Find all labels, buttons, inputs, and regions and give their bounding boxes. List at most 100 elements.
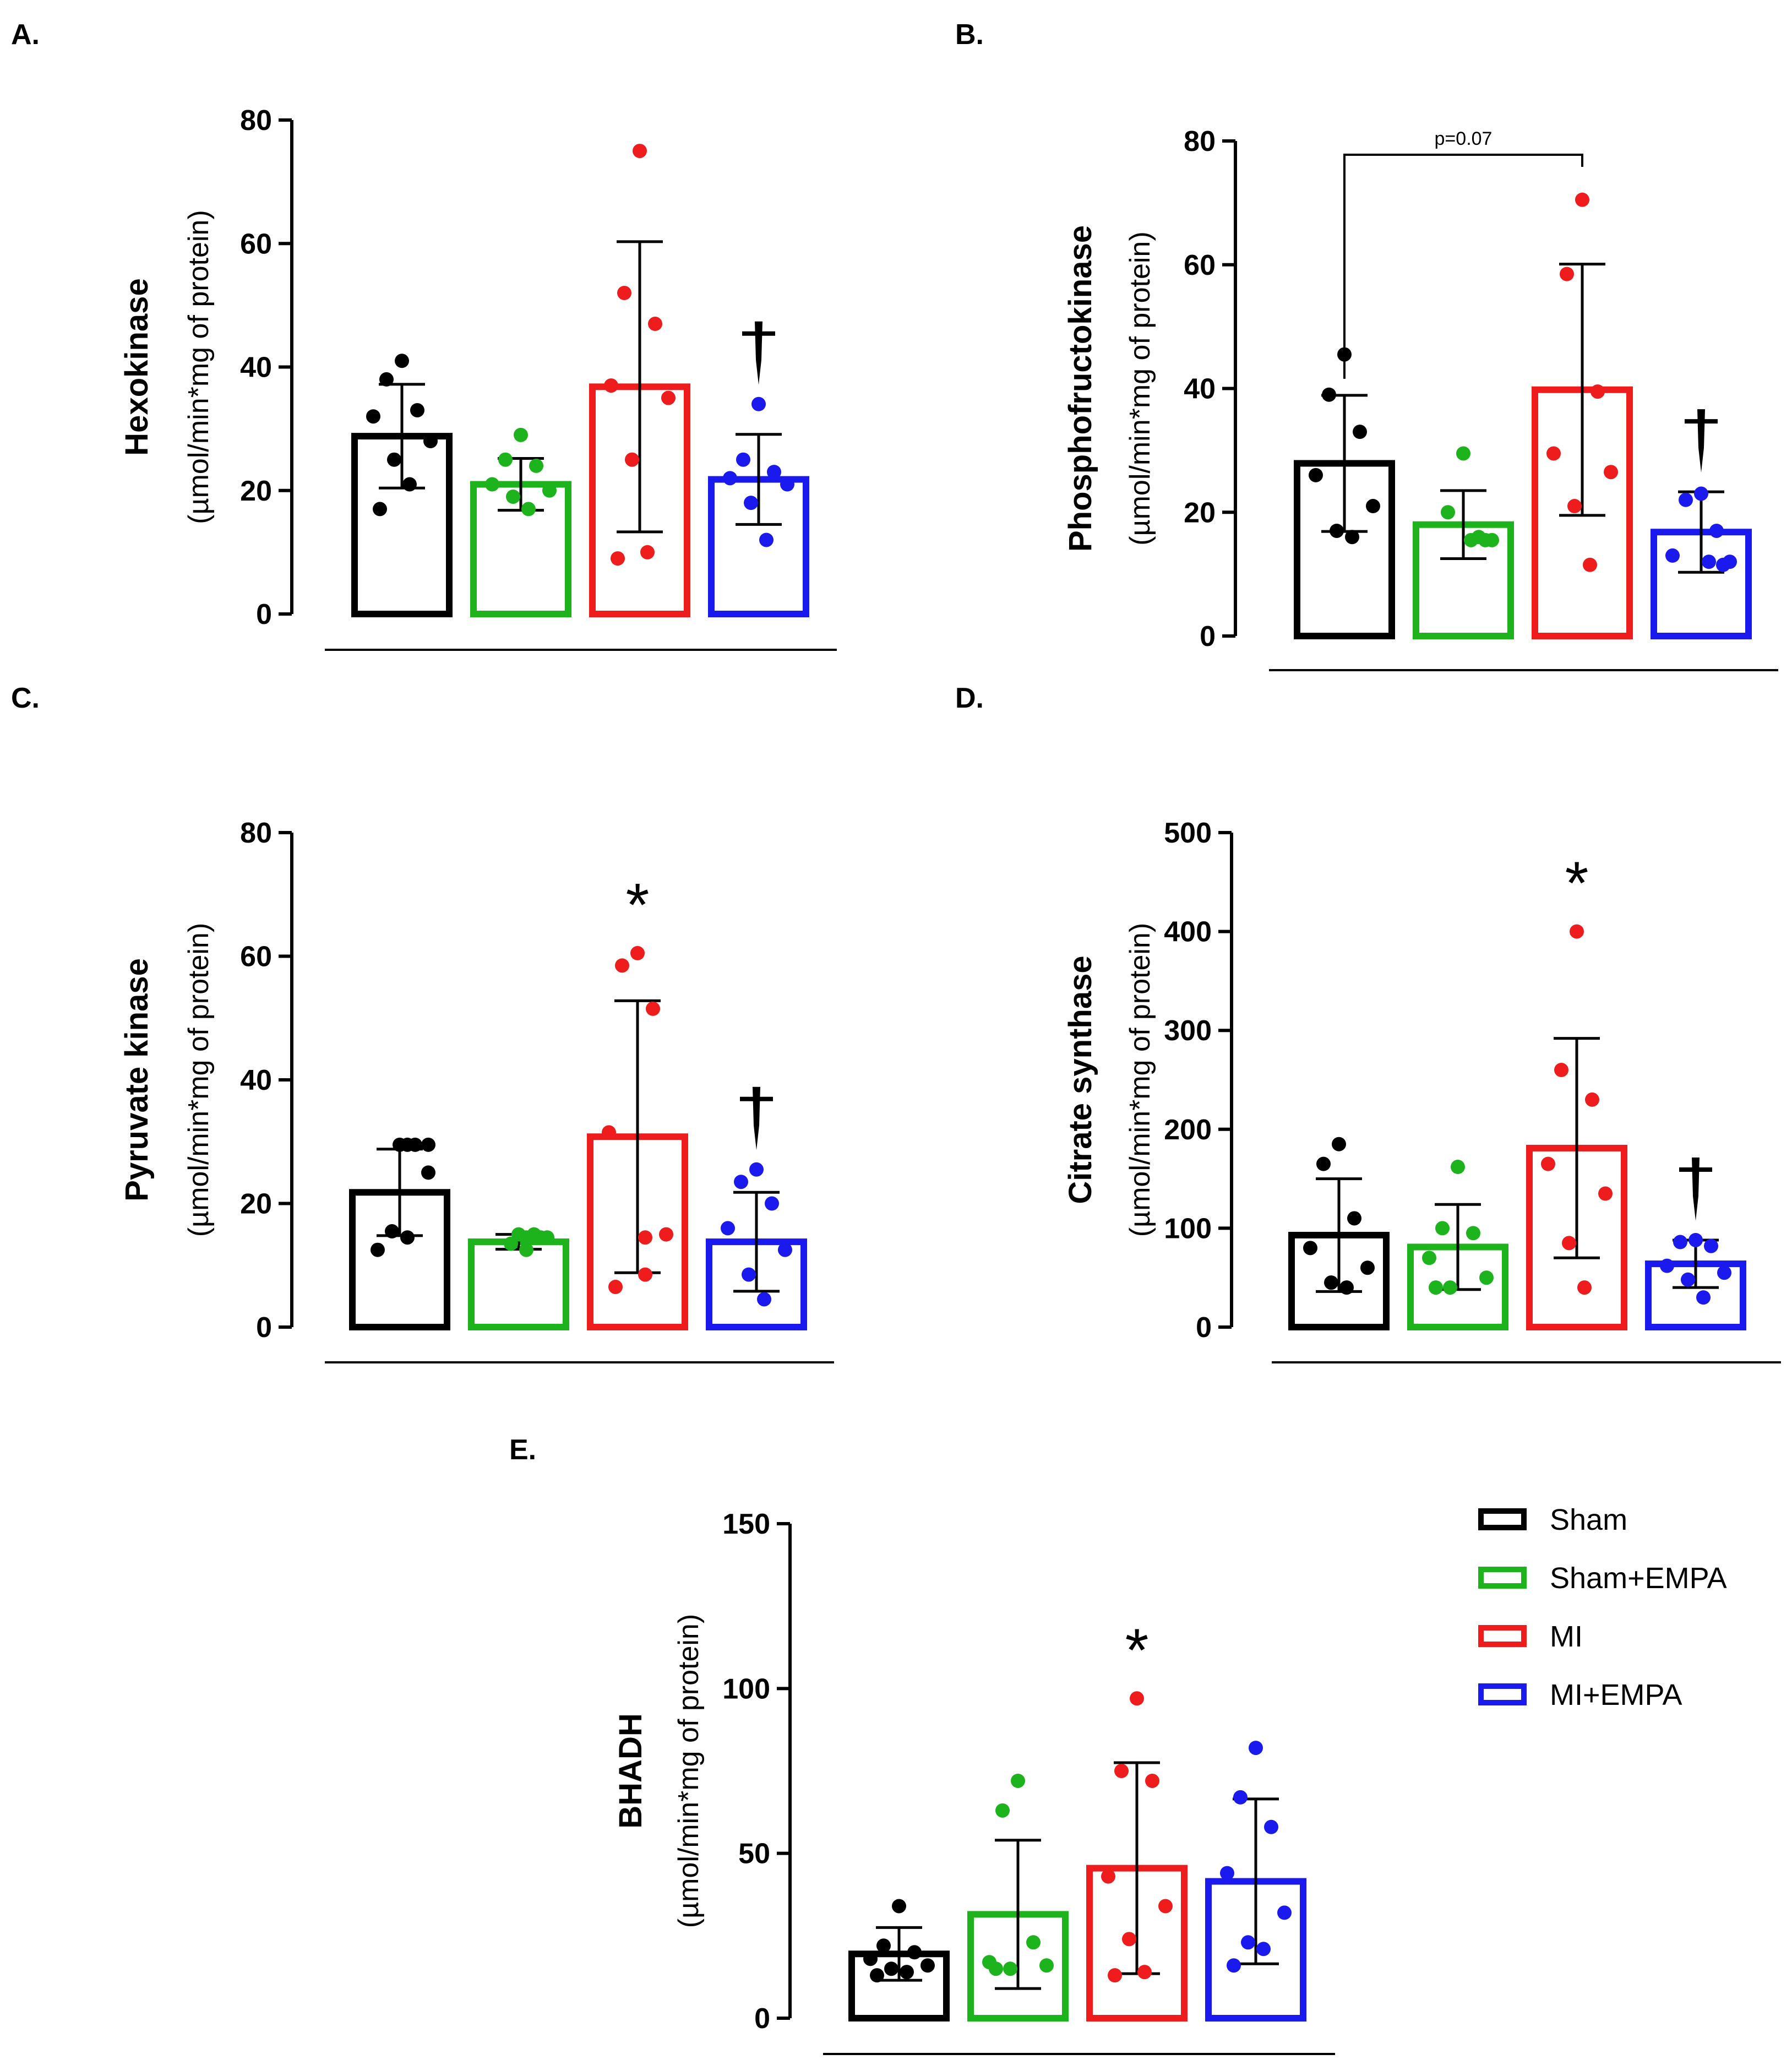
y-tick-label: 0 xyxy=(256,1312,272,1344)
legend-swatch xyxy=(1478,1625,1527,1647)
data-point xyxy=(421,1137,435,1152)
data-point xyxy=(1277,1905,1292,1920)
dagger-mark: † xyxy=(1685,404,1718,473)
y-tick-label: 0 xyxy=(1200,621,1216,653)
data-point xyxy=(1694,486,1708,501)
data-point xyxy=(1554,1063,1568,1078)
chart-panel-e: E. BHADH (µmol/min*mg of protein) 0 50 100 150… xyxy=(509,1434,1335,2055)
data-point xyxy=(1585,1092,1599,1107)
dagger-stem xyxy=(755,321,762,385)
data-point xyxy=(778,1242,792,1257)
data-point xyxy=(734,1175,748,1189)
data-point xyxy=(1324,1275,1338,1290)
legend-label: Sham+EMPA xyxy=(1550,1562,1727,1595)
data-point xyxy=(1158,1899,1173,1914)
data-point xyxy=(744,496,758,510)
data-point xyxy=(604,378,618,393)
data-point xyxy=(1716,557,1730,572)
data-point xyxy=(1702,555,1716,569)
data-point xyxy=(1345,530,1359,545)
data-point xyxy=(863,1952,878,1966)
data-point xyxy=(387,452,401,467)
data-point xyxy=(736,452,750,467)
significance-asterisk: * xyxy=(626,871,650,939)
data-point xyxy=(625,452,639,467)
data-point xyxy=(1249,1741,1263,1756)
y-tick-label: 300 xyxy=(1164,1015,1212,1047)
data-point xyxy=(1679,492,1693,507)
y-tick-label: 40 xyxy=(240,1064,272,1096)
data-point xyxy=(1227,1958,1241,1973)
data-point xyxy=(400,1137,415,1152)
data-point xyxy=(1570,924,1584,939)
y-axis-unit: (µmol/min*mg of protein) xyxy=(183,210,215,524)
panel-label: E. xyxy=(509,1434,536,1466)
y-axis-title: Pyruvate kinase xyxy=(119,958,155,1202)
data-point xyxy=(1577,1280,1592,1295)
data-point xyxy=(421,1165,435,1180)
data-point xyxy=(892,1899,906,1914)
data-point xyxy=(385,1224,399,1239)
data-point xyxy=(661,390,676,405)
y-tick-label: 20 xyxy=(240,475,272,507)
chart-panel-b: B. Phosphofructokinase (µmol/min*mg of pro… xyxy=(955,19,1778,671)
data-point xyxy=(1330,523,1344,538)
data-point xyxy=(1303,1241,1317,1256)
y-tick-label: 50 xyxy=(738,1838,770,1870)
data-point xyxy=(1560,267,1574,281)
y-tick-label: 200 xyxy=(1164,1114,1212,1146)
data-point xyxy=(633,144,647,159)
y-axis-title: Hexokinase xyxy=(119,278,155,455)
legend-swatch xyxy=(1478,1508,1527,1530)
data-point xyxy=(1353,425,1367,439)
data-point xyxy=(1101,1869,1115,1884)
data-point xyxy=(765,1196,779,1211)
y-axis-title: Citrate synthase xyxy=(1063,955,1098,1204)
data-point xyxy=(1541,1156,1555,1171)
data-point xyxy=(920,1958,935,1973)
y-tick-label: 60 xyxy=(1184,249,1216,281)
y-tick-label: 60 xyxy=(240,228,272,260)
chart-panel-d: D. Citrate synthase (µmol/min*mg of protei… xyxy=(955,682,1781,1363)
panel-label: A. xyxy=(11,19,40,51)
y-tick-label: 20 xyxy=(1184,497,1216,529)
dagger-mark: † xyxy=(1679,1153,1712,1221)
legend-label: MI+EMPA xyxy=(1550,1678,1682,1711)
legend-label: Sham xyxy=(1550,1503,1627,1536)
significance-asterisk: * xyxy=(1565,850,1589,917)
data-point xyxy=(1709,523,1724,538)
legend-swatch xyxy=(1478,1683,1527,1705)
data-point xyxy=(542,483,557,498)
y-tick-label: 100 xyxy=(1164,1213,1212,1245)
data-point xyxy=(876,1938,891,1953)
y-tick-label: 0 xyxy=(256,599,272,631)
y-tick-label: 80 xyxy=(240,817,272,849)
data-point xyxy=(1145,1773,1159,1788)
data-point xyxy=(611,551,625,566)
bracket-label: p=0.07 xyxy=(1435,128,1493,149)
data-point xyxy=(659,1227,673,1242)
data-point xyxy=(1704,1238,1718,1253)
data-point xyxy=(870,1968,884,1983)
data-point xyxy=(1316,1156,1331,1171)
data-point xyxy=(1466,1226,1480,1241)
data-point xyxy=(648,317,662,332)
data-point xyxy=(529,458,543,473)
data-point xyxy=(721,1221,735,1236)
data-point xyxy=(907,1945,922,1960)
data-point xyxy=(1332,1137,1346,1151)
dagger-mark: † xyxy=(740,1082,773,1150)
data-point xyxy=(646,1001,660,1016)
data-point xyxy=(1435,1221,1450,1236)
data-point xyxy=(1130,1691,1144,1706)
y-tick-label: 40 xyxy=(240,352,272,384)
data-point xyxy=(1478,532,1493,547)
y-axis-unit: (µmol/min*mg of protein) xyxy=(183,923,215,1237)
data-point xyxy=(638,1267,652,1282)
dagger-text: † xyxy=(1701,404,1702,405)
data-point xyxy=(514,427,528,442)
data-point xyxy=(1026,1935,1041,1950)
y-axis-title: BHADH xyxy=(613,1713,649,1828)
data-point xyxy=(533,1230,548,1245)
data-point xyxy=(371,1242,385,1257)
